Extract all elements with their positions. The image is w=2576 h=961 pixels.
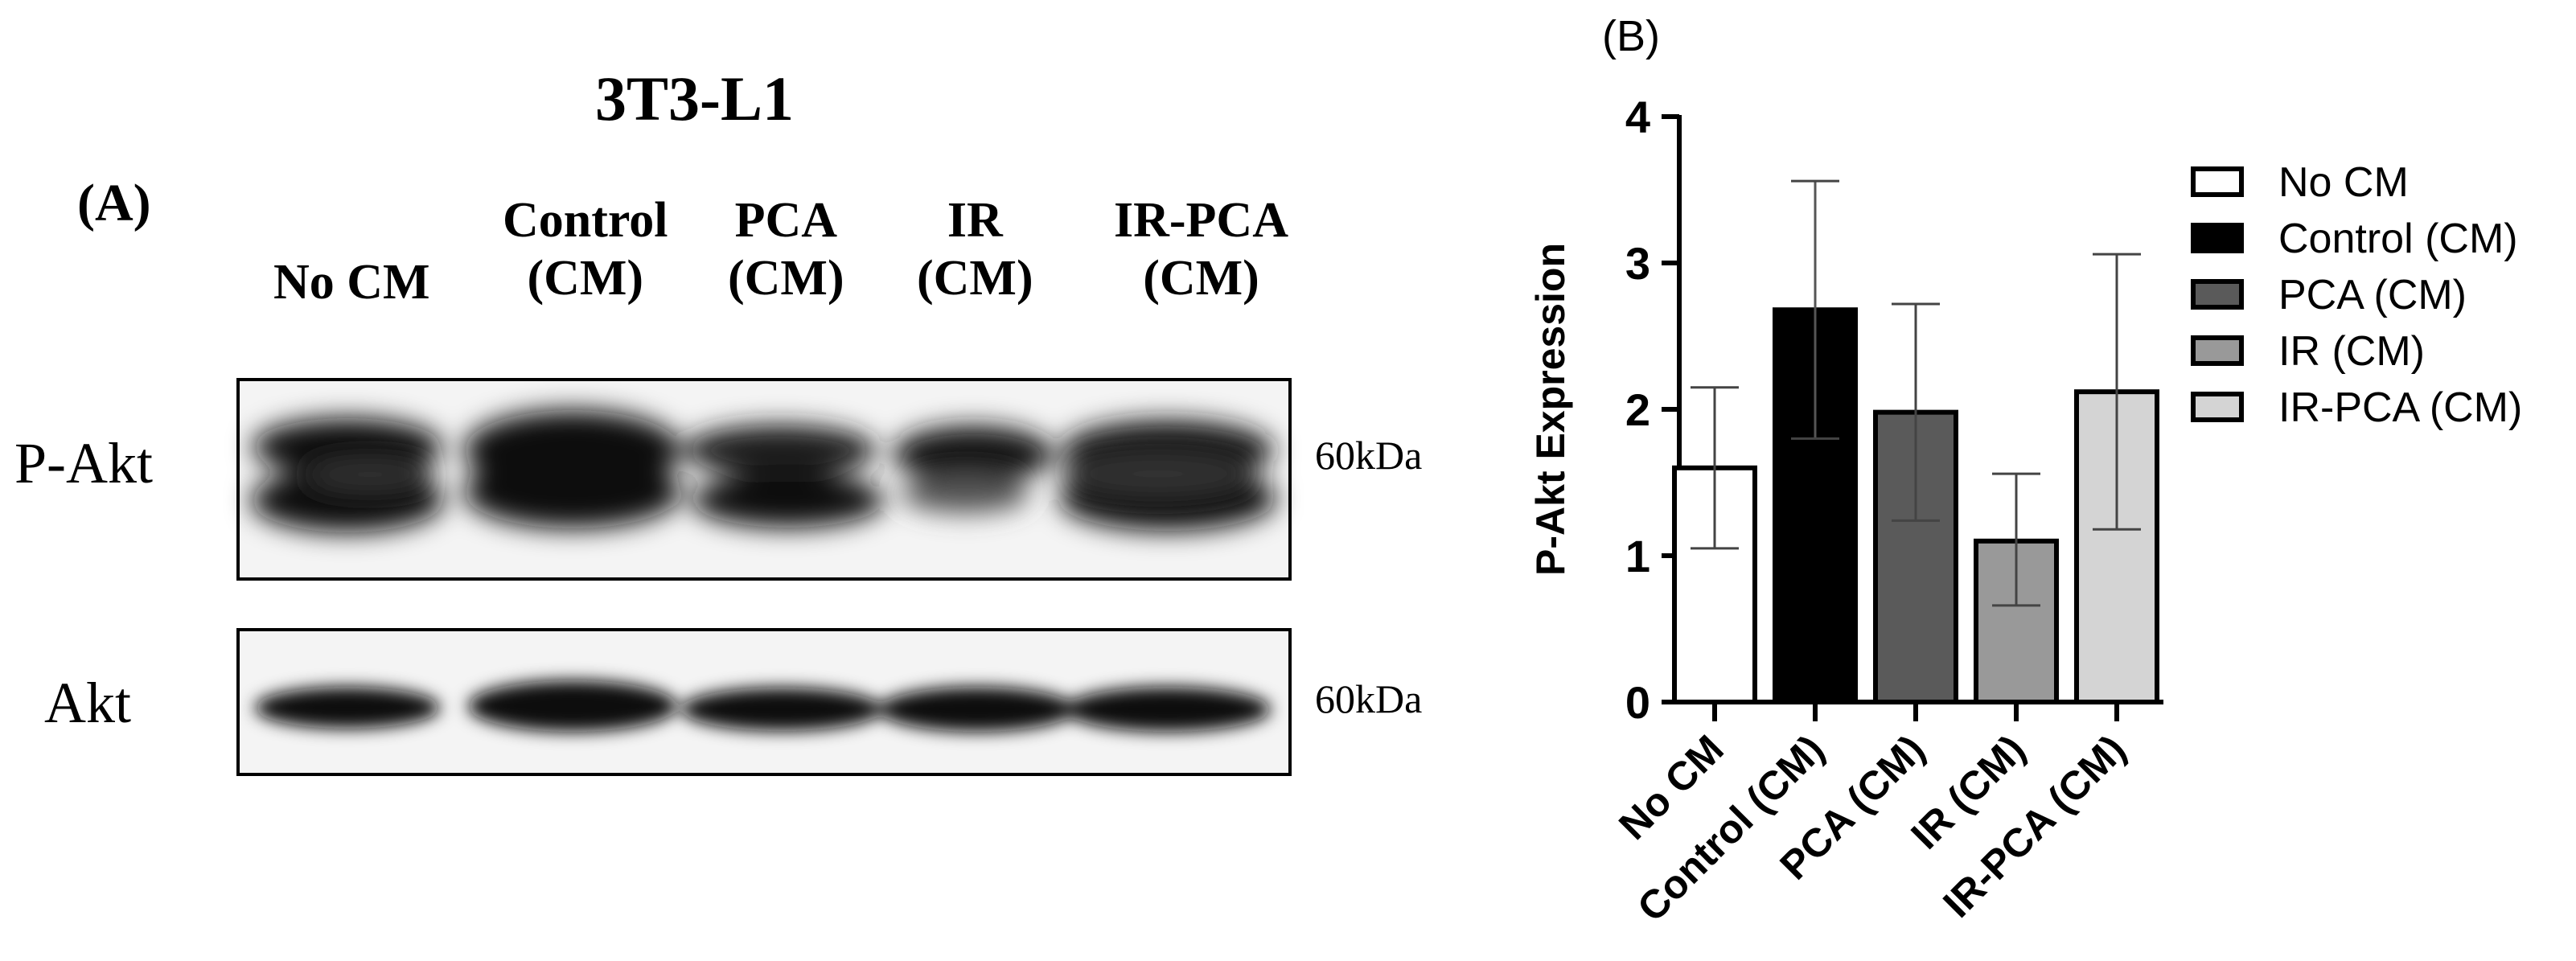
legend-entry: No CM [2278, 159, 2409, 206]
blot-label-akt: Akt [44, 671, 131, 735]
lane-header-no-cm: No CM [273, 253, 430, 311]
y-axis-label: P-Akt Expression [1528, 243, 1573, 576]
lane-header-line2: (CM) [527, 251, 644, 306]
legend-swatch [2191, 392, 2244, 422]
lane-header-pca: PCA (CM) [728, 191, 844, 307]
blot-label-p-akt: P-Akt [14, 431, 154, 495]
bar [1974, 538, 2059, 704]
legend-entry: IR-PCA (CM) [2278, 384, 2522, 431]
y-tick-label: 0 [1625, 677, 1650, 728]
y-tick-label: 2 [1625, 384, 1650, 435]
lane-header-line2: (CM) [917, 251, 1033, 306]
legend-entry: Control (CM) [2278, 216, 2518, 262]
blot-size-akt: 60kDa [1315, 676, 1423, 721]
panel-a-label: (A) [77, 174, 151, 232]
lane-header-line2: (CM) [1143, 251, 1259, 306]
legend-swatch [2191, 279, 2244, 310]
lane-header-control: Control (CM) [503, 191, 668, 307]
y-tick-label: 3 [1625, 238, 1650, 289]
y-tick-label: 4 [1625, 92, 1650, 142]
legend-entry: PCA (CM) [2278, 272, 2467, 318]
lane-header-line2: (CM) [728, 251, 844, 306]
akt-blot [236, 628, 1292, 776]
legend-swatch [2191, 166, 2244, 197]
lane-header-line1: IR [947, 193, 1003, 248]
lane-header-line1: No CM [273, 255, 430, 310]
legend-entry: IR (CM) [2278, 328, 2425, 375]
legend-swatch [2191, 223, 2244, 253]
p-akt-blot [236, 378, 1292, 581]
y-tick-label: 1 [1625, 531, 1650, 581]
lane-header-line1: IR-PCA [1114, 193, 1288, 248]
blot-size-p-akt: 60kDa [1315, 433, 1423, 478]
lane-header-ir: IR (CM) [917, 191, 1033, 307]
lane-header-ir-pca: IR-PCA (CM) [1114, 191, 1288, 307]
panel-b-label: (B) [1602, 12, 1660, 60]
lane-header-line1: PCA [734, 193, 837, 248]
cell-line-title: 3T3-L1 [595, 64, 795, 133]
lane-header-line1: Control [503, 193, 668, 248]
legend-swatch [2191, 335, 2244, 366]
